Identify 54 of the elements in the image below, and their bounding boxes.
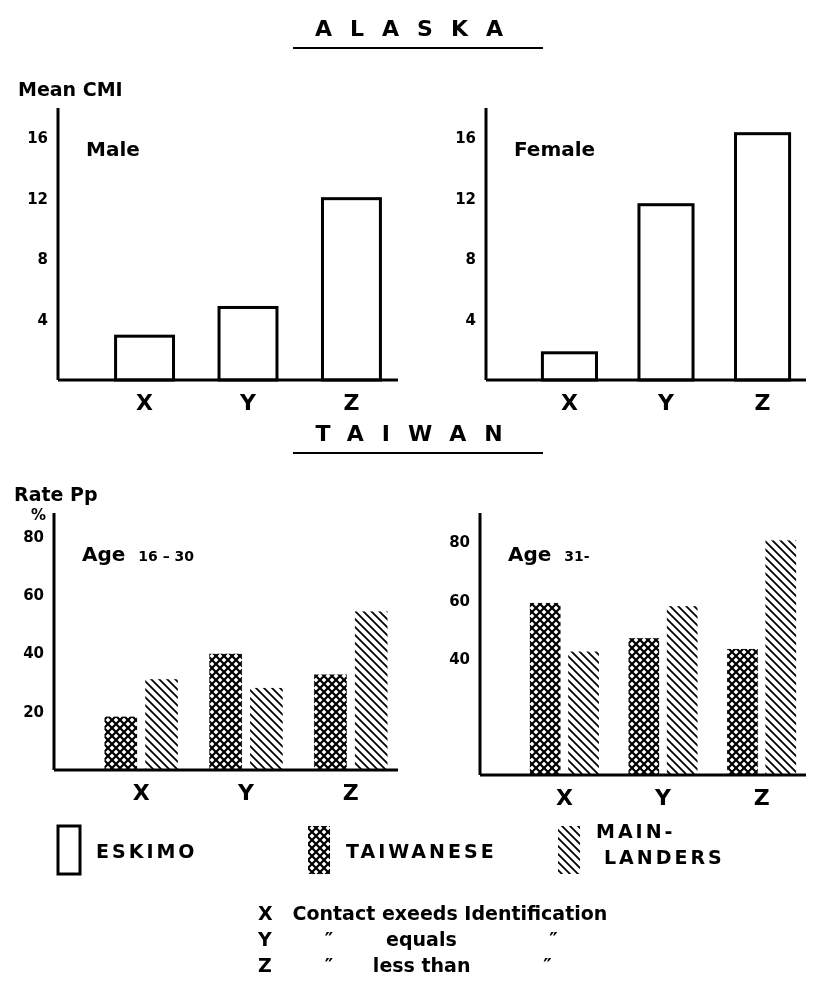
text: Y ″ equals ″ xyxy=(257,928,559,950)
bar xyxy=(628,638,660,775)
y-tick-label: 8 xyxy=(465,250,476,269)
y-tick-label: 40 xyxy=(449,649,470,668)
bar xyxy=(104,716,138,770)
y-tick-label: 20 xyxy=(23,702,44,721)
text: Z ″ less than ″ xyxy=(258,954,553,976)
text: ESKIMO xyxy=(96,840,198,862)
bar xyxy=(568,651,599,775)
bar xyxy=(209,653,242,770)
y-axis-title: Rate Pp xyxy=(14,483,98,505)
bar xyxy=(727,648,758,775)
y-tick-label: 80 xyxy=(23,527,44,546)
y-tick-label: 40 xyxy=(23,644,44,663)
x-tick-label: Y xyxy=(657,390,676,415)
x-tick-label: Z xyxy=(342,780,359,805)
x-tick-label: Z xyxy=(753,785,770,810)
x-tick-label: Y xyxy=(239,390,258,415)
y-axis-title: Mean CMI xyxy=(18,78,123,100)
text: Age 16 – 30 xyxy=(82,542,195,566)
y-tick-label: 16 xyxy=(455,129,476,148)
bar xyxy=(529,602,561,775)
text: Male xyxy=(86,137,140,161)
y-tick-label: 4 xyxy=(37,310,48,329)
text: MAIN-LANDERS xyxy=(596,820,725,868)
chart-title: TAIWAN xyxy=(315,421,521,446)
y-tick-label: 16 xyxy=(27,129,48,148)
y-tick-label: 12 xyxy=(455,189,476,208)
bar xyxy=(314,674,347,770)
bar xyxy=(250,687,283,770)
text: % xyxy=(30,506,46,525)
y-tick-label: 4 xyxy=(465,310,476,329)
x-tick-label: X xyxy=(132,780,150,805)
x-tick-label: Z xyxy=(343,390,360,415)
text: X Contact exeeds Identification xyxy=(258,902,608,924)
y-tick-label: 8 xyxy=(37,250,48,269)
y-tick-label: 60 xyxy=(449,591,470,610)
x-tick-label: X xyxy=(560,390,578,415)
chart-title: ALASKA xyxy=(315,16,521,41)
y-tick-label: 60 xyxy=(23,586,44,605)
bar xyxy=(145,679,178,770)
x-tick-label: Y xyxy=(237,780,256,805)
y-tick-label: 80 xyxy=(449,533,470,552)
x-tick-label: X xyxy=(136,390,154,415)
text: TAIWANESE xyxy=(346,840,497,862)
bar xyxy=(354,611,388,770)
bar xyxy=(666,606,698,775)
y-tick-label: 12 xyxy=(27,189,48,208)
x-tick-label: Z xyxy=(754,390,771,415)
text: Age 31- xyxy=(508,542,590,566)
text: Female xyxy=(514,137,596,161)
x-tick-label: X xyxy=(555,785,573,810)
x-tick-label: Y xyxy=(654,785,673,810)
bar xyxy=(765,540,797,775)
